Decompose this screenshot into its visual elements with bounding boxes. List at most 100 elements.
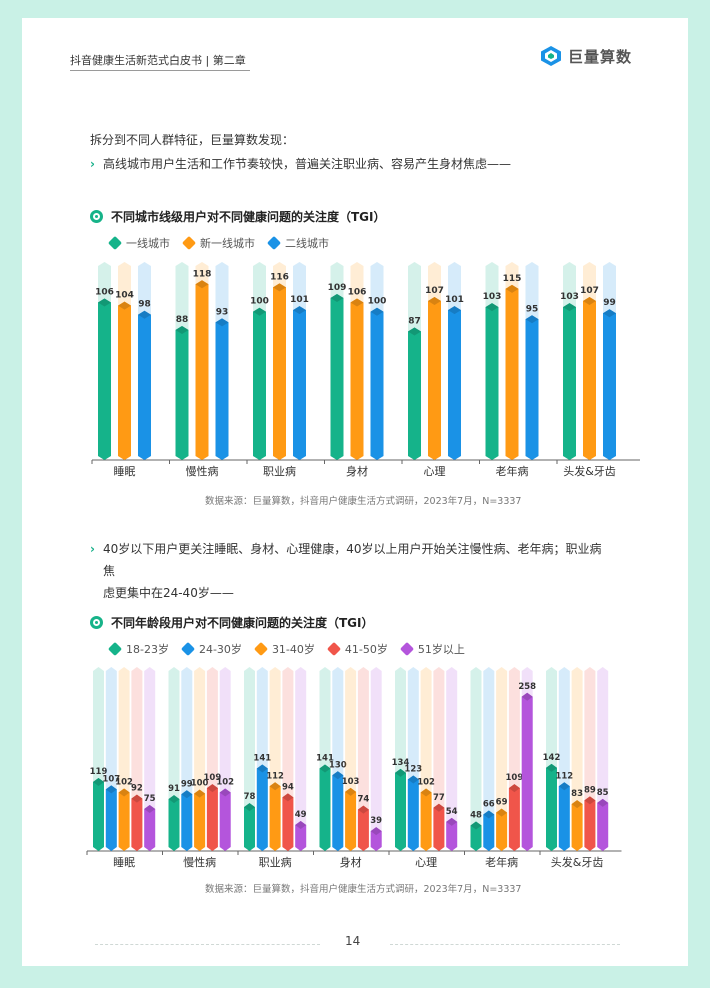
bar <box>168 795 180 851</box>
bar <box>175 325 189 460</box>
bar-cap <box>448 306 461 315</box>
data-label: 94 <box>282 782 294 792</box>
data-label: 77 <box>433 793 445 803</box>
chart2-source: 数据来源：巨量算数，抖音用户健康生活方式调研，2023年7月，N=3337 <box>205 884 522 895</box>
target-icon <box>90 210 103 223</box>
data-label: 103 <box>483 292 502 302</box>
bar <box>194 789 206 851</box>
bar-cap <box>603 309 616 318</box>
bar-cap <box>168 795 180 804</box>
bar-track <box>433 667 445 851</box>
category-label: 身材 <box>346 464 368 478</box>
data-label: 89 <box>584 785 596 795</box>
data-label: 104 <box>115 291 134 301</box>
data-label: 54 <box>446 807 458 817</box>
bar <box>571 800 583 851</box>
data-label: 107 <box>102 774 120 784</box>
bar <box>508 784 520 851</box>
header-title: 抖音健康生活新范式白皮书 | 第二章 <box>70 54 246 67</box>
bar-cap <box>219 788 231 797</box>
bar <box>428 297 441 460</box>
bar-cap <box>330 293 344 302</box>
bar <box>144 805 156 851</box>
bullet-city-text: 高线城市用户生活和工作节奏较快，普遍关注职业病、容易产生身材焦虑—— <box>102 157 511 171</box>
bar-cap <box>93 778 104 787</box>
data-label: 93 <box>216 307 229 317</box>
bar-cap <box>282 793 294 802</box>
data-label: 83 <box>571 789 583 799</box>
bar <box>215 318 229 460</box>
bar-cap <box>181 790 193 799</box>
bullet-age-line2: 虑更集中在24-40岁—— <box>102 586 234 600</box>
legend-item: 31-40岁 <box>253 641 315 657</box>
data-label: 115 <box>503 274 522 284</box>
data-label: 134 <box>392 758 410 768</box>
bar-cap <box>138 310 151 319</box>
legend-swatch <box>266 235 282 251</box>
bullet-age: › 40岁以下用户更关注睡眠、身材、心理健康，40岁以上用户开始关注慢性病、老年… <box>90 538 610 604</box>
bar <box>253 307 266 460</box>
bar <box>138 310 151 460</box>
data-label: 107 <box>580 286 599 296</box>
bar <box>525 315 539 460</box>
bar-track <box>144 667 156 851</box>
bar <box>370 307 384 460</box>
data-label: 102 <box>216 777 234 787</box>
bar-cap <box>408 327 421 336</box>
footer-divider-right <box>390 944 620 945</box>
data-label: 66 <box>483 800 495 810</box>
category-label: 睡眠 <box>113 856 135 869</box>
data-label: 75 <box>144 794 156 804</box>
data-label: 116 <box>270 272 289 282</box>
bar <box>584 796 596 851</box>
bar-cap <box>256 764 268 773</box>
bar <box>603 309 616 460</box>
data-label: 101 <box>290 295 309 305</box>
target-icon <box>90 616 103 629</box>
bar-cap <box>118 788 130 797</box>
bar <box>546 763 557 851</box>
data-label: 103 <box>560 292 579 302</box>
bar-cap <box>370 307 384 316</box>
legend-item: 新一线城市 <box>181 235 255 251</box>
bar-cap <box>206 784 218 793</box>
category-label: 身材 <box>340 855 362 869</box>
category-label: 头发&牙齿 <box>563 464 616 478</box>
bar-cap <box>485 303 499 312</box>
data-label: 109 <box>204 773 222 783</box>
bar <box>332 771 344 851</box>
bar <box>563 303 576 460</box>
data-label: 102 <box>417 777 435 787</box>
category-label: 老年病 <box>485 855 518 869</box>
data-label: 141 <box>253 754 271 764</box>
chart1-title-row: 不同城市线级用户对不同健康问题的关注度（TGI） <box>90 208 386 225</box>
bar <box>295 820 307 851</box>
bar <box>521 692 533 851</box>
data-label: 106 <box>348 288 367 298</box>
logo-icon <box>541 46 561 66</box>
bullet-age-line1: 40岁以下用户更关注睡眠、身材、心理健康，40岁以上用户开始关注慢性病、老年病；… <box>102 542 602 578</box>
bar <box>350 298 364 460</box>
data-label: 112 <box>266 771 284 781</box>
bar <box>118 301 131 460</box>
category-label: 职业病 <box>259 855 292 869</box>
bar-cap <box>350 298 364 307</box>
data-label: 118 <box>193 269 212 279</box>
bar <box>395 768 406 851</box>
data-label: 123 <box>404 765 422 775</box>
bar <box>206 784 218 851</box>
chevron-right-icon: › <box>90 157 95 171</box>
legend-item: 41-50岁 <box>326 641 388 657</box>
bar <box>407 775 419 851</box>
data-label: 141 <box>316 754 334 764</box>
legend-label: 31-40岁 <box>271 643 315 656</box>
bar-cap <box>428 297 441 306</box>
bar <box>244 803 255 851</box>
data-label: 95 <box>526 304 539 314</box>
bar-cap <box>118 301 131 310</box>
bar-cap <box>370 827 382 836</box>
bar <box>319 764 331 851</box>
bar <box>181 790 193 851</box>
bar <box>282 793 294 851</box>
data-label: 98 <box>138 300 151 310</box>
